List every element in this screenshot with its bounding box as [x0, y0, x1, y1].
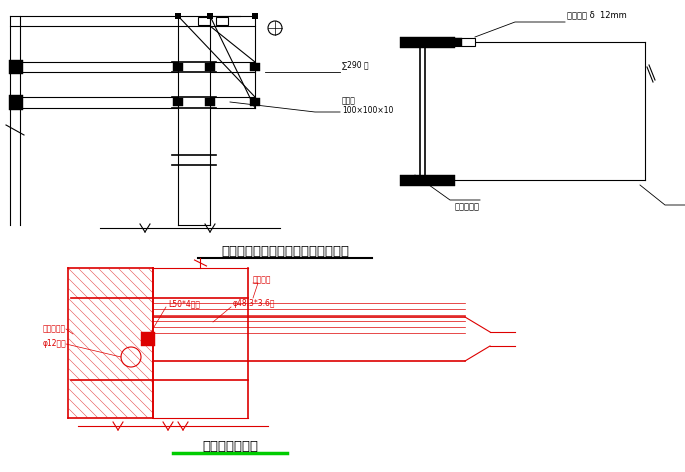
- Bar: [173, 63, 183, 71]
- Text: 脚手架扣件: 脚手架扣件: [43, 325, 66, 334]
- Bar: [216, 17, 228, 25]
- Text: 矩形管: 矩形管: [342, 96, 356, 105]
- Bar: [252, 13, 258, 19]
- Bar: [400, 175, 455, 186]
- Text: 钢脚手杆: 钢脚手杆: [253, 276, 271, 285]
- Bar: [205, 98, 215, 106]
- Bar: [198, 17, 210, 25]
- Text: φ48.3*3.6管: φ48.3*3.6管: [233, 300, 275, 309]
- Bar: [175, 13, 181, 19]
- Text: 连墙件做法详图: 连墙件做法详图: [202, 440, 258, 453]
- Bar: [250, 63, 260, 71]
- Text: 转角部位连板及上梁与连梁节点详图: 转角部位连板及上梁与连梁节点详图: [221, 245, 349, 258]
- Bar: [173, 98, 183, 106]
- Text: ∑290 孔: ∑290 孔: [342, 60, 369, 69]
- Bar: [205, 63, 215, 71]
- Bar: [450, 38, 475, 46]
- Text: L50*4角钢: L50*4角钢: [168, 300, 200, 309]
- Bar: [250, 98, 260, 106]
- Bar: [9, 95, 23, 110]
- Bar: [207, 13, 213, 19]
- Bar: [9, 60, 23, 74]
- Text: φ12螺栓: φ12螺栓: [42, 339, 66, 348]
- Text: 100×100×10: 100×100×10: [342, 106, 393, 115]
- Text: 垫板厚板 δ  12mm: 垫板厚板 δ 12mm: [567, 10, 627, 19]
- Text: 双头对焊栓: 双头对焊栓: [455, 202, 480, 211]
- Bar: [400, 37, 455, 48]
- Bar: [450, 38, 462, 46]
- Bar: [141, 332, 155, 346]
